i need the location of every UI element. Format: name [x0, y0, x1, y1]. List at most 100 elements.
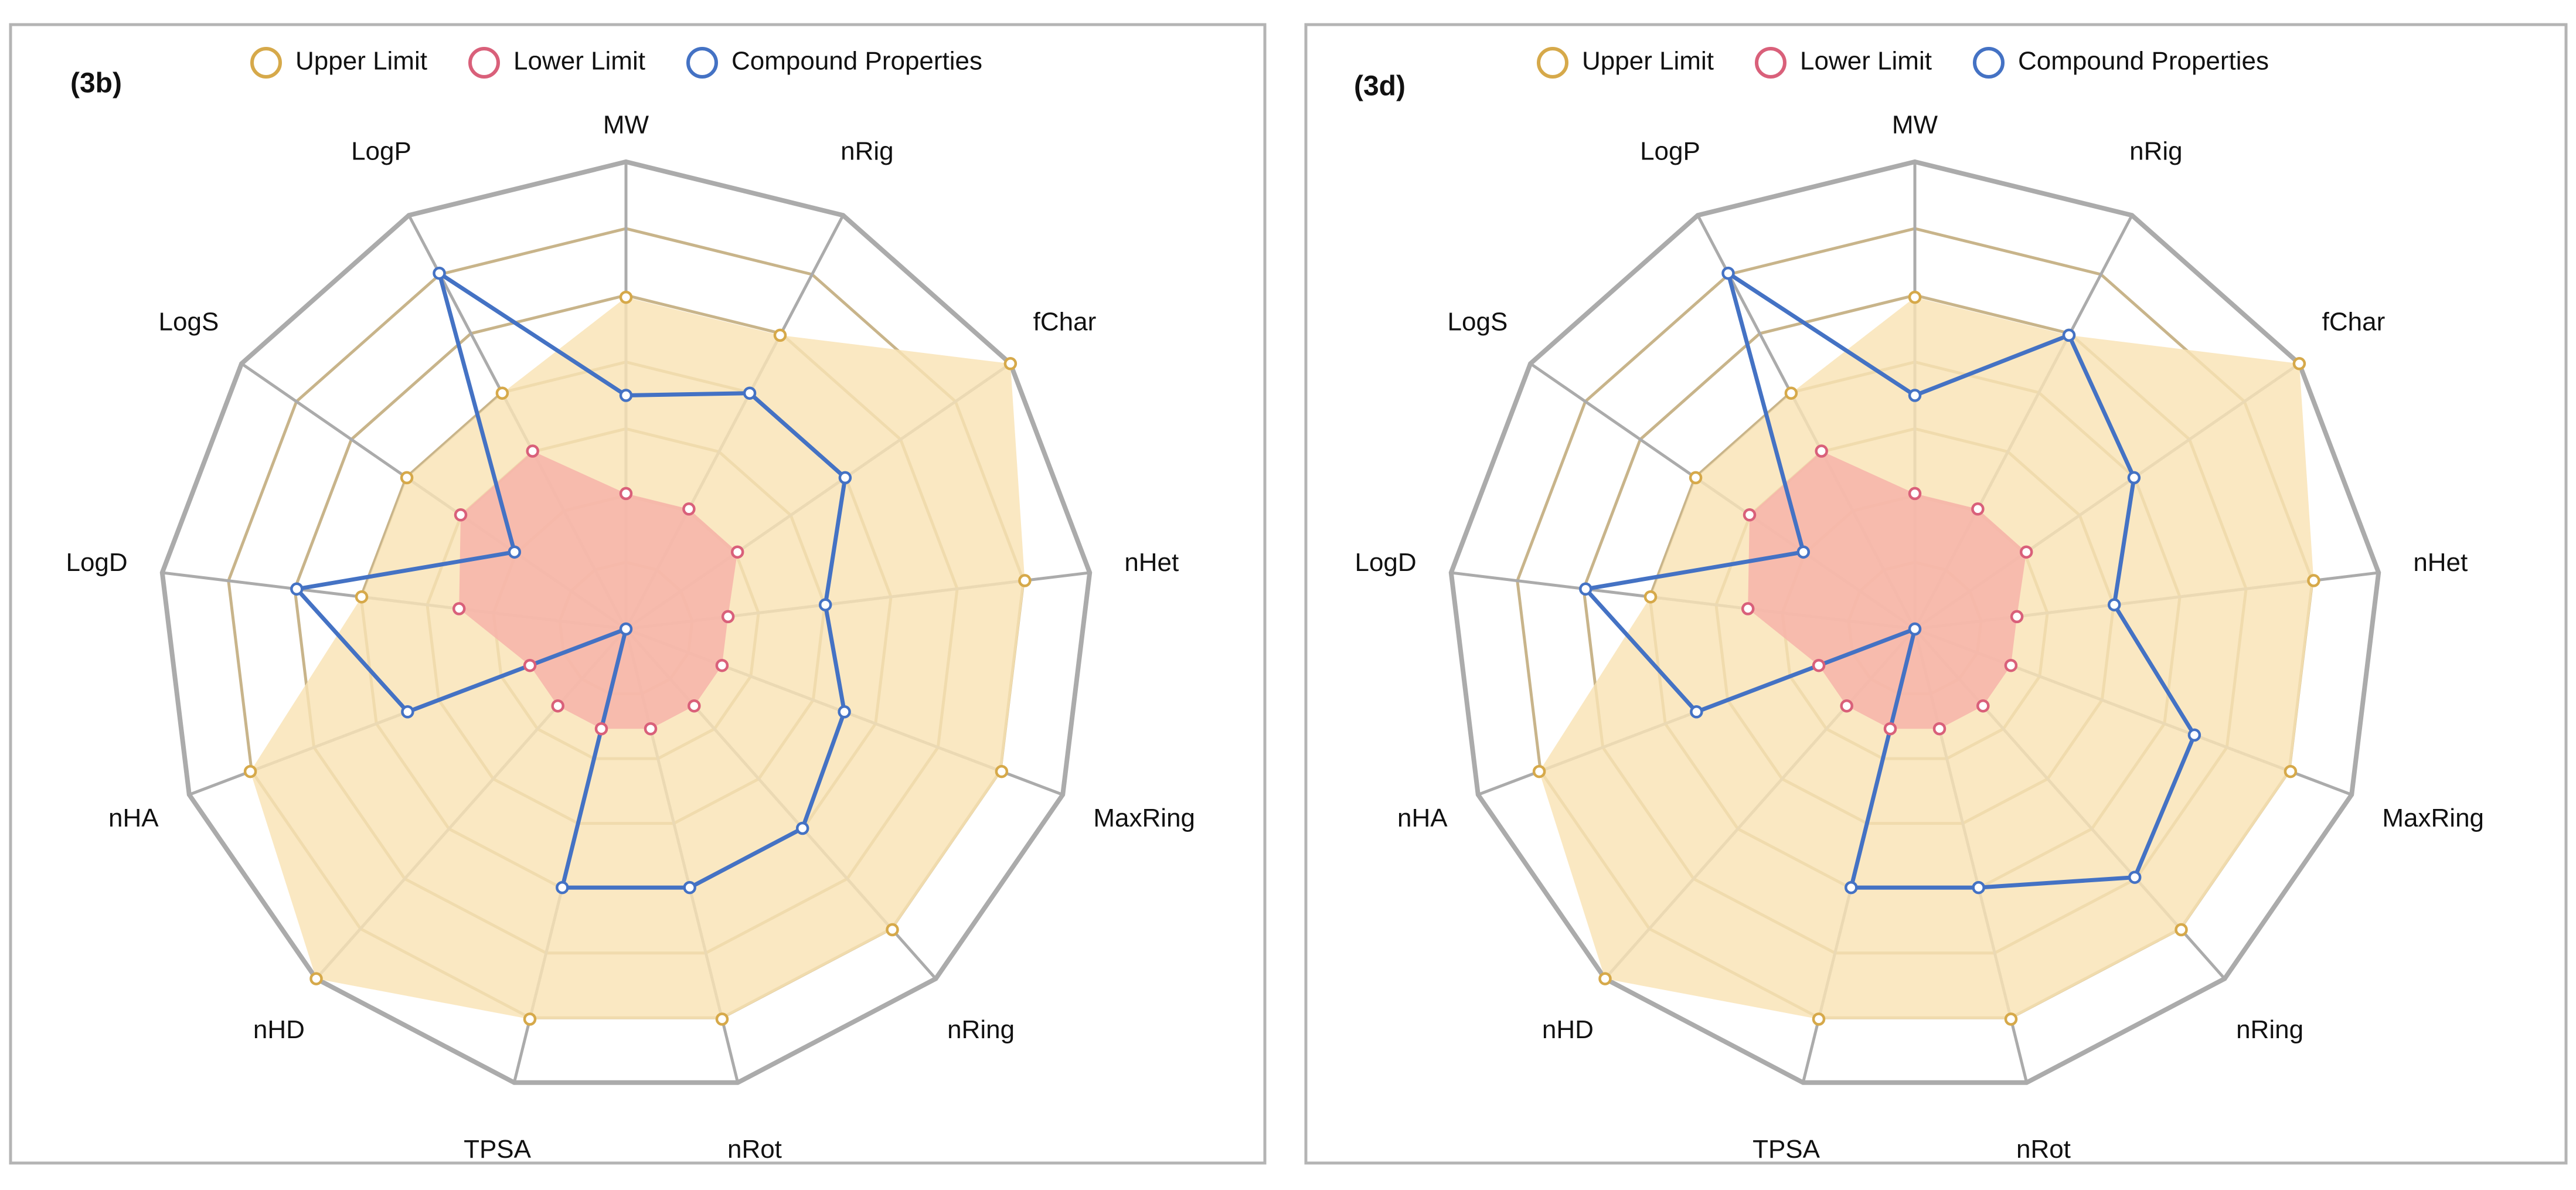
grid-ring-7	[159, 159, 1093, 1085]
compound-point	[1845, 880, 1858, 895]
axis-label-logs: LogS	[159, 308, 219, 336]
compound-point	[838, 471, 852, 485]
axis-label-fchar: fChar	[2322, 308, 2386, 336]
legend-item-2: Lower Limit	[1755, 47, 1932, 79]
lower-limit-point	[1883, 722, 1897, 736]
lower-limit-point	[721, 610, 735, 624]
upper-limit-point	[1643, 590, 1658, 604]
axis-label-maxring: MaxRing	[2382, 804, 2484, 832]
upper-limit-point	[619, 290, 633, 304]
axis-label-nrot: nRot	[727, 1135, 782, 1164]
compound-point	[1579, 582, 1592, 596]
lower-limit-point	[644, 722, 658, 736]
panel-label: (3d)	[1354, 71, 1406, 102]
upper-limit-point	[495, 386, 509, 400]
compound-point	[433, 266, 446, 280]
legend-marker-icon	[468, 47, 500, 79]
upper-limit-point	[1908, 290, 1922, 304]
compound-point	[619, 389, 633, 402]
axis-label-fchar: fChar	[1033, 308, 1097, 336]
upper-limit-point	[886, 923, 899, 937]
axis-label-mw: MW	[1892, 111, 1938, 140]
lower-limit-point	[1840, 699, 1853, 713]
compound-point	[683, 880, 696, 895]
compound-point	[508, 545, 522, 559]
lower-limit-point	[594, 722, 608, 736]
compound-point	[2127, 471, 2141, 485]
upper-limit-point	[1532, 764, 1546, 778]
axis-label-nrig: nRig	[840, 137, 894, 166]
legend-label: Upper Limit	[1582, 47, 1714, 76]
grid-ring-7	[1448, 159, 2381, 1085]
legend: Upper Limit Lower Limit Compound Propertie…	[1537, 47, 2269, 79]
axis-label-logs: LogS	[1448, 308, 1508, 336]
upper-limit-point	[2307, 574, 2320, 587]
upper-limit-point	[1812, 1012, 1826, 1026]
lower-limit-point	[523, 658, 537, 672]
lower-limit-point	[1976, 699, 1990, 713]
compound-point	[2187, 728, 2201, 742]
lower-limit-point	[2019, 545, 2033, 559]
axis-label-nring: nRing	[2236, 1015, 2303, 1044]
lower-limit-point	[551, 699, 564, 713]
legend-item-3: Compound Properties	[686, 47, 982, 79]
lower-limit-point	[682, 502, 696, 516]
upper-limit-point	[355, 590, 369, 604]
series-compound-line	[1583, 271, 2197, 890]
upper-limit-point	[400, 471, 414, 485]
axis-labels: MW nRig fChar nHet MaxRing nRing nRot TPSA nHD nH…	[66, 111, 1195, 1164]
upper-limit-point	[1018, 574, 1032, 587]
legend-label: Lower Limit	[513, 47, 645, 76]
compound-point	[1690, 705, 1703, 719]
upper-limit-point	[2284, 764, 2298, 778]
lower-limit-point	[1743, 508, 1757, 522]
lower-limit-point	[1815, 444, 1828, 458]
axis-label-nrig: nRig	[2129, 137, 2183, 166]
upper-limit-point	[523, 1012, 537, 1026]
axis-label-tpsa: TPSA	[464, 1135, 532, 1164]
axis-label-logd: LogD	[1355, 548, 1416, 577]
axis-label-logd: LogD	[66, 548, 127, 577]
axis-label-nhd: nHD	[253, 1015, 305, 1044]
upper-limit-point	[2004, 1012, 2018, 1026]
compound-point	[1908, 389, 1922, 402]
lower-limit-point	[2010, 610, 2024, 624]
compound-point	[818, 598, 832, 611]
legend-item-3: Compound Properties	[1973, 47, 2269, 79]
compound-point	[1908, 622, 1922, 636]
radar-panel-2: MW nRig fChar nHet MaxRing nRing nRot TPSA nHD nH…	[1304, 23, 2568, 1165]
legend-item-2: Lower Limit	[468, 47, 645, 79]
legend-label: Compound Properties	[731, 47, 982, 76]
legend-item-1: Upper Limit	[250, 47, 427, 79]
upper-limit-point	[995, 764, 1009, 778]
compound-point	[401, 705, 414, 719]
legend-marker-icon	[250, 47, 282, 79]
compound-point	[619, 622, 633, 636]
upper-limit-point	[715, 1012, 729, 1026]
axis-label-mw: MW	[603, 111, 649, 140]
upper-limit-point	[1689, 471, 1703, 485]
compound-point	[2062, 328, 2076, 342]
legend-marker-icon	[1973, 47, 2005, 79]
legend-item-1: Upper Limit	[1537, 47, 1714, 79]
axis-label-maxring: MaxRing	[1093, 804, 1195, 832]
compound-point	[838, 705, 851, 719]
axis-label-logp: LogP	[1640, 137, 1700, 166]
compound-point	[556, 880, 569, 895]
axis-label-nhet: nHet	[1124, 548, 1179, 577]
lower-limit-point	[715, 658, 729, 672]
upper-limit-point	[243, 764, 257, 778]
upper-limit-point	[1598, 972, 1612, 985]
radar-panel-1: MW nRig fChar nHet MaxRing nRing nRot TPSA nHD nH…	[9, 23, 1267, 1165]
legend-marker-icon	[686, 47, 718, 79]
axis-label-logp: LogP	[351, 137, 411, 166]
lower-limit-point	[688, 699, 701, 713]
compound-point	[290, 582, 304, 596]
legend-label: Lower Limit	[1800, 47, 1932, 76]
lower-limit-point	[730, 545, 744, 559]
lower-limit-point	[1812, 658, 1826, 672]
upper-limit-point	[2175, 923, 2188, 937]
axis-label-nrot: nRot	[2016, 1135, 2071, 1164]
lower-limit-point	[1971, 502, 1985, 516]
